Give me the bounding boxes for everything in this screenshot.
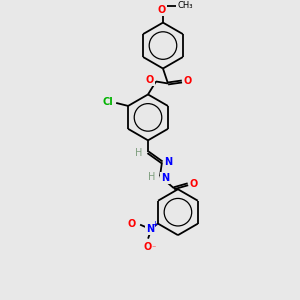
Text: O: O xyxy=(128,219,136,229)
Text: O: O xyxy=(190,179,198,189)
Text: O: O xyxy=(144,242,152,252)
Text: N: N xyxy=(146,224,154,234)
Text: CH₃: CH₃ xyxy=(177,1,193,10)
Text: H: H xyxy=(148,172,156,182)
Text: H: H xyxy=(135,148,143,158)
Text: O: O xyxy=(184,76,192,86)
Text: Cl: Cl xyxy=(103,97,113,107)
Text: O: O xyxy=(146,76,154,85)
Text: +: + xyxy=(152,220,158,229)
Text: N: N xyxy=(161,173,169,183)
Text: ⁻: ⁻ xyxy=(152,243,156,252)
Text: N: N xyxy=(164,157,172,167)
Text: O: O xyxy=(158,4,166,15)
